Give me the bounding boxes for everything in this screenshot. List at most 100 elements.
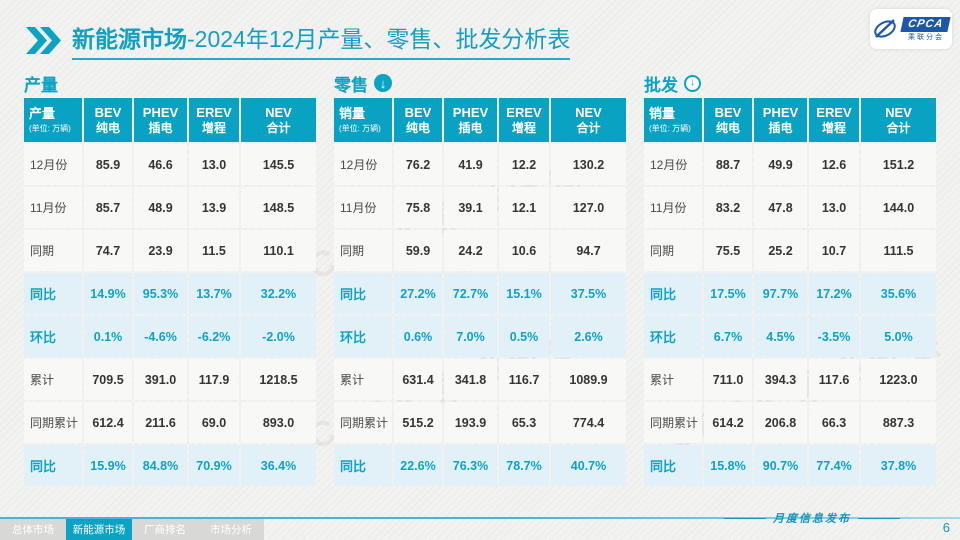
value-cell: 77.4% xyxy=(809,445,859,486)
section-label-text: 批发 xyxy=(644,75,678,95)
table-block-零售: 零售 ↓ 销量 (单位: 万辆) BEV 纯电 PHEV 插电 EREV 增程 NEV 合计 12月份 7… xyxy=(334,68,626,486)
row-label-cell: 环比 xyxy=(644,316,702,357)
value-cell: 709.5 xyxy=(84,359,132,400)
column-header-zh: 纯电 xyxy=(95,120,120,135)
row-label-cell: 同期 xyxy=(334,230,392,271)
value-cell: 24.2 xyxy=(444,230,497,271)
value-cell: 2.6% xyxy=(551,316,626,357)
value-cell: 22.6% xyxy=(394,445,442,486)
column-header-EREV: EREV 增程 xyxy=(499,98,549,142)
value-cell: 515.2 xyxy=(394,402,442,443)
value-cell: 614.2 xyxy=(704,402,752,443)
value-cell: 145.5 xyxy=(241,144,316,185)
footer-divider xyxy=(0,517,960,519)
column-header-zh: 插电 xyxy=(768,120,793,135)
value-cell: 36.4% xyxy=(241,445,316,486)
row-label-cell: 同期累计 xyxy=(24,402,82,443)
value-cell: 85.9 xyxy=(84,144,132,185)
column-header-en: BEV xyxy=(94,105,122,120)
row-label-cell: 环比 xyxy=(24,316,82,357)
value-cell: 117.9 xyxy=(189,359,239,400)
value-cell: 83.2 xyxy=(704,187,752,228)
value-cell: 15.1% xyxy=(499,273,549,314)
value-cell: 711.0 xyxy=(704,359,752,400)
value-cell: 37.8% xyxy=(861,445,936,486)
value-cell: 85.7 xyxy=(84,187,132,228)
column-header-PHEV: PHEV 插电 xyxy=(754,98,807,142)
value-cell: 48.9 xyxy=(134,187,187,228)
value-cell: 47.8 xyxy=(754,187,807,228)
value-cell: 17.2% xyxy=(809,273,859,314)
value-cell: 41.9 xyxy=(444,144,497,185)
value-cell: 110.1 xyxy=(241,230,316,271)
column-header-en: PHEV xyxy=(142,105,179,120)
value-cell: 75.8 xyxy=(394,187,442,228)
value-cell: 25.2 xyxy=(754,230,807,271)
value-cell: 15.9% xyxy=(84,445,132,486)
value-cell: 0.5% xyxy=(499,316,549,357)
value-cell: -6.2% xyxy=(189,316,239,357)
value-cell: 206.8 xyxy=(754,402,807,443)
cpca-logo: CPCA 乘联分会 xyxy=(870,9,952,49)
value-cell: 10.7 xyxy=(809,230,859,271)
table-corner-header: 销量 (单位: 万辆) xyxy=(334,98,392,142)
slide-header: 新能源市场-2024年12月产量、零售、批发分析表 xyxy=(26,20,571,60)
column-header-en: BEV xyxy=(404,105,432,120)
value-cell: 23.9 xyxy=(134,230,187,271)
value-cell: 893.0 xyxy=(241,402,316,443)
value-cell: 65.3 xyxy=(499,402,549,443)
column-header-zh: 增程 xyxy=(201,120,226,135)
page-title-prefix: 新能源市场 xyxy=(72,26,187,52)
section-label-批发: 批发 ↓ xyxy=(644,68,932,98)
nav-tab-厂商排名[interactable]: 厂商排名 xyxy=(132,519,198,540)
value-cell: 13.9 xyxy=(189,187,239,228)
value-cell: 1218.5 xyxy=(241,359,316,400)
down-arrow-icon: ↓ xyxy=(374,74,392,92)
value-cell: 40.7% xyxy=(551,445,626,486)
row-label-cell: 同期累计 xyxy=(334,402,392,443)
section-label-产量: 产量 xyxy=(24,68,312,98)
value-cell: 0.1% xyxy=(84,316,132,357)
value-cell: 95.3% xyxy=(134,273,187,314)
row-label-cell: 11月份 xyxy=(644,187,702,228)
table-block-产量: 产量 产量 (单位: 万辆) BEV 纯电 PHEV 插电 EREV 增程 NEV 合计 12月份 85… xyxy=(24,68,316,486)
value-cell: 193.9 xyxy=(444,402,497,443)
value-cell: 66.3 xyxy=(809,402,859,443)
value-cell: 17.5% xyxy=(704,273,752,314)
value-cell: 69.0 xyxy=(189,402,239,443)
data-table: 产量 (单位: 万辆) BEV 纯电 PHEV 插电 EREV 增程 NEV 合计 12月份 85.9… xyxy=(24,98,316,486)
column-header-en: EREV xyxy=(196,105,232,120)
row-label-cell: 12月份 xyxy=(24,144,82,185)
row-label-cell: 累计 xyxy=(334,359,392,400)
column-header-en: NEV xyxy=(265,105,292,120)
value-cell: 117.6 xyxy=(809,359,859,400)
corner-unit: (单位: 万辆) xyxy=(339,124,381,133)
column-header-zh: 插电 xyxy=(148,120,173,135)
value-cell: 75.5 xyxy=(704,230,752,271)
row-label-cell: 同比 xyxy=(24,273,82,314)
value-cell: 13.7% xyxy=(189,273,239,314)
value-cell: 1223.0 xyxy=(861,359,936,400)
table-corner-header: 产量 (单位: 万辆) xyxy=(24,98,82,142)
value-cell: 14.9% xyxy=(84,273,132,314)
column-header-zh: 合计 xyxy=(886,120,911,135)
value-cell: 127.0 xyxy=(551,187,626,228)
section-label-text: 零售 xyxy=(334,75,368,95)
nav-tab-新能源市场[interactable]: 新能源市场 xyxy=(66,519,132,540)
row-label-cell: 12月份 xyxy=(334,144,392,185)
column-header-zh: 纯电 xyxy=(715,120,740,135)
value-cell: 148.5 xyxy=(241,187,316,228)
nav-tab-总体市场[interactable]: 总体市场 xyxy=(0,519,66,540)
value-cell: 59.9 xyxy=(394,230,442,271)
row-label-cell: 同比 xyxy=(644,273,702,314)
nav-tab-市场分析[interactable]: 市场分析 xyxy=(198,519,264,540)
corner-unit: (单位: 万辆) xyxy=(29,124,71,133)
column-header-BEV: BEV 纯电 xyxy=(704,98,752,142)
column-header-BEV: BEV 纯电 xyxy=(394,98,442,142)
value-cell: 10.6 xyxy=(499,230,549,271)
tables-region: 产量 产量 (单位: 万辆) BEV 纯电 PHEV 插电 EREV 增程 NEV 合计 12月份 85… xyxy=(24,68,936,486)
column-header-EREV: EREV 增程 xyxy=(809,98,859,142)
column-header-en: EREV xyxy=(506,105,542,120)
value-cell: 90.7% xyxy=(754,445,807,486)
value-cell: 72.7% xyxy=(444,273,497,314)
